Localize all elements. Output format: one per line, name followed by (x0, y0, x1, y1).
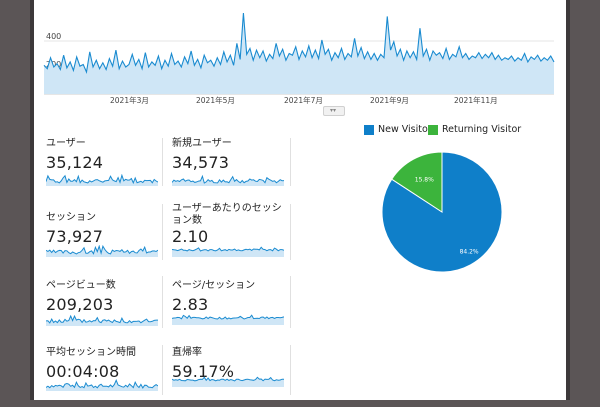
pie-slice-returning-visitor[interactable] (391, 151, 443, 213)
metric-label: ページ/セッション (172, 280, 256, 291)
metric-sparkline (46, 174, 158, 186)
metric-label: ユーザー (46, 138, 86, 149)
sparkline-line (46, 245, 158, 256)
column-divider (290, 276, 291, 328)
metric-value: 209,203 (46, 295, 114, 314)
metric-sparkline (46, 245, 158, 257)
column-divider (290, 204, 291, 260)
x-tick-label: 2021年11月 (454, 95, 498, 104)
metric-value: 2.83 (172, 295, 209, 314)
metric-sparkline (172, 376, 284, 387)
sparkline-line (172, 314, 284, 320)
metric-sparkline (172, 314, 284, 325)
series-area-fill (44, 13, 554, 94)
sparkline-line (46, 314, 158, 324)
metric-label: ユーザーあたりのセッション数 (172, 203, 282, 226)
metric-sessions[interactable]: セッション 73,927 (46, 212, 164, 272)
legend-swatch-returning (428, 124, 438, 135)
metric-sparkline (172, 174, 284, 186)
metric-value: 34,573 (172, 153, 230, 172)
legend-swatch-new (364, 124, 374, 135)
column-divider (162, 345, 163, 395)
y-tick-label: 400 (46, 32, 61, 41)
x-tick-label: 2021年9月 (370, 95, 409, 104)
sparkline-fill (46, 175, 158, 186)
metric-sparkline (46, 314, 158, 326)
sparkline-fill (172, 315, 284, 325)
metric-users[interactable]: ユーザー 35,124 (46, 138, 164, 198)
metric-sparkline (172, 246, 284, 257)
metric-sessions-per-user[interactable]: ユーザーあたりのセッション数 2.10 (172, 203, 290, 263)
column-divider (290, 138, 291, 186)
pie-label-returning: 15.8% (415, 176, 434, 183)
grip-icon: ▾▾ (330, 107, 337, 114)
chart-resize-handle[interactable]: ▾▾ (323, 106, 345, 116)
pie-label-new: 84.2% (460, 249, 479, 256)
sparkline-fill (172, 176, 284, 186)
legend-new-visitor[interactable]: New Visitor (364, 124, 432, 135)
metric-pageviews[interactable]: ページビュー数 209,203 (46, 280, 164, 340)
y-tick-label: 200 (46, 60, 61, 69)
legend-label: New Visitor (378, 124, 432, 135)
metric-value: 00:04:08 (46, 362, 120, 381)
sparkline-fill (172, 247, 284, 257)
metric-value: 2.10 (172, 227, 209, 246)
legend-label: Returning Visitor (442, 124, 522, 135)
column-divider (290, 345, 291, 395)
sparkline-line (172, 174, 284, 184)
x-tick-label: 2021年7月 (284, 95, 323, 104)
analytics-overview-card: 400 200 2021年3月 2021年5月 2021年7月 2021年9月 … (34, 0, 566, 400)
metric-bounce-rate[interactable]: 直帰率 59.17% (172, 347, 290, 407)
sparkline-line (172, 376, 284, 382)
series-line (43, 12, 555, 75)
metric-pages-per-session[interactable]: ページ/セッション 2.83 (172, 280, 290, 340)
column-divider (162, 204, 163, 260)
right-frame-shadow (566, 0, 570, 400)
column-divider (162, 276, 163, 328)
column-divider (162, 138, 163, 186)
visitor-pie-chart[interactable]: 84.2% 15.8% (372, 142, 512, 282)
metric-sparkline (46, 379, 158, 391)
metric-label: 直帰率 (172, 347, 202, 358)
metric-label: 新規ユーザー (172, 138, 232, 149)
x-tick-label: 2021年5月 (196, 95, 235, 104)
metric-avg-session-duration[interactable]: 平均セッション時間 00:04:08 (46, 347, 164, 407)
sparkline-line (46, 174, 158, 185)
sparkline-line (46, 379, 158, 389)
left-frame-shadow (30, 0, 34, 400)
metric-label: セッション (46, 212, 96, 223)
metric-value: 59.17% (172, 362, 235, 381)
legend-returning-visitor[interactable]: Returning Visitor (428, 124, 521, 135)
x-tick-label: 2021年3月 (110, 95, 149, 104)
metric-new-users[interactable]: 新規ユーザー 34,573 (172, 138, 290, 198)
sparkline-fill (172, 377, 284, 387)
sessions-line-chart[interactable]: 400 200 2021年3月 2021年5月 2021年7月 2021年9月 … (34, 0, 566, 104)
metric-value: 35,124 (46, 153, 104, 172)
metric-value: 73,927 (46, 227, 104, 246)
sparkline-line (172, 246, 284, 252)
metric-label: 平均セッション時間 (46, 347, 136, 358)
metric-label: ページビュー数 (46, 280, 116, 291)
